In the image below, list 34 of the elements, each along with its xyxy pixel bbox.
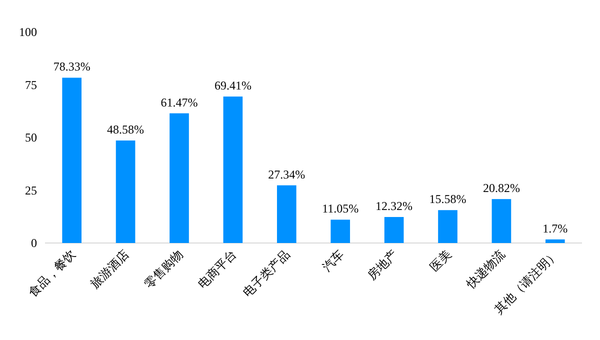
x-tick-label: 快递物流: [463, 247, 508, 292]
data-label: 12.32%: [376, 199, 413, 214]
x-tick-label: 零售购物: [142, 247, 186, 292]
x-tick-label: 旅游酒店: [88, 247, 132, 292]
y-tick-label: 25: [25, 183, 37, 198]
bar: [62, 78, 82, 243]
bar: [223, 96, 243, 243]
data-label: 61.47%: [160, 95, 198, 110]
data-label: 1.7%: [542, 221, 568, 236]
bar: [384, 217, 404, 243]
data-label: 11.05%: [322, 202, 359, 216]
bar: [438, 210, 458, 243]
x-tick-label: 食品，餐饮: [26, 247, 78, 300]
data-label: 27.34%: [268, 167, 306, 182]
data-label: 78.33%: [53, 60, 90, 74]
y-tick-label: 75: [25, 78, 37, 92]
data-label: 20.82%: [482, 181, 520, 196]
bar: [276, 185, 296, 243]
bar: [170, 113, 189, 243]
data-label: 48.58%: [107, 122, 144, 136]
bar: [116, 140, 136, 243]
data-label: 69.41%: [214, 78, 252, 93]
bar: [545, 239, 565, 243]
x-tick-label: 汽车: [320, 247, 346, 274]
x-tick-label: 电商平台: [195, 247, 240, 292]
x-tick-label: 电子类产品: [240, 247, 293, 300]
x-tick-label: 医美: [427, 247, 454, 274]
x-tick-label: 房地产: [364, 247, 400, 283]
bar: [492, 199, 512, 243]
y-tick-label: 100: [19, 25, 37, 39]
y-tick-label: 50: [25, 130, 37, 144]
bar: [330, 220, 350, 243]
y-tick-label: 0: [31, 236, 37, 250]
data-label: 15.58%: [429, 192, 466, 206]
